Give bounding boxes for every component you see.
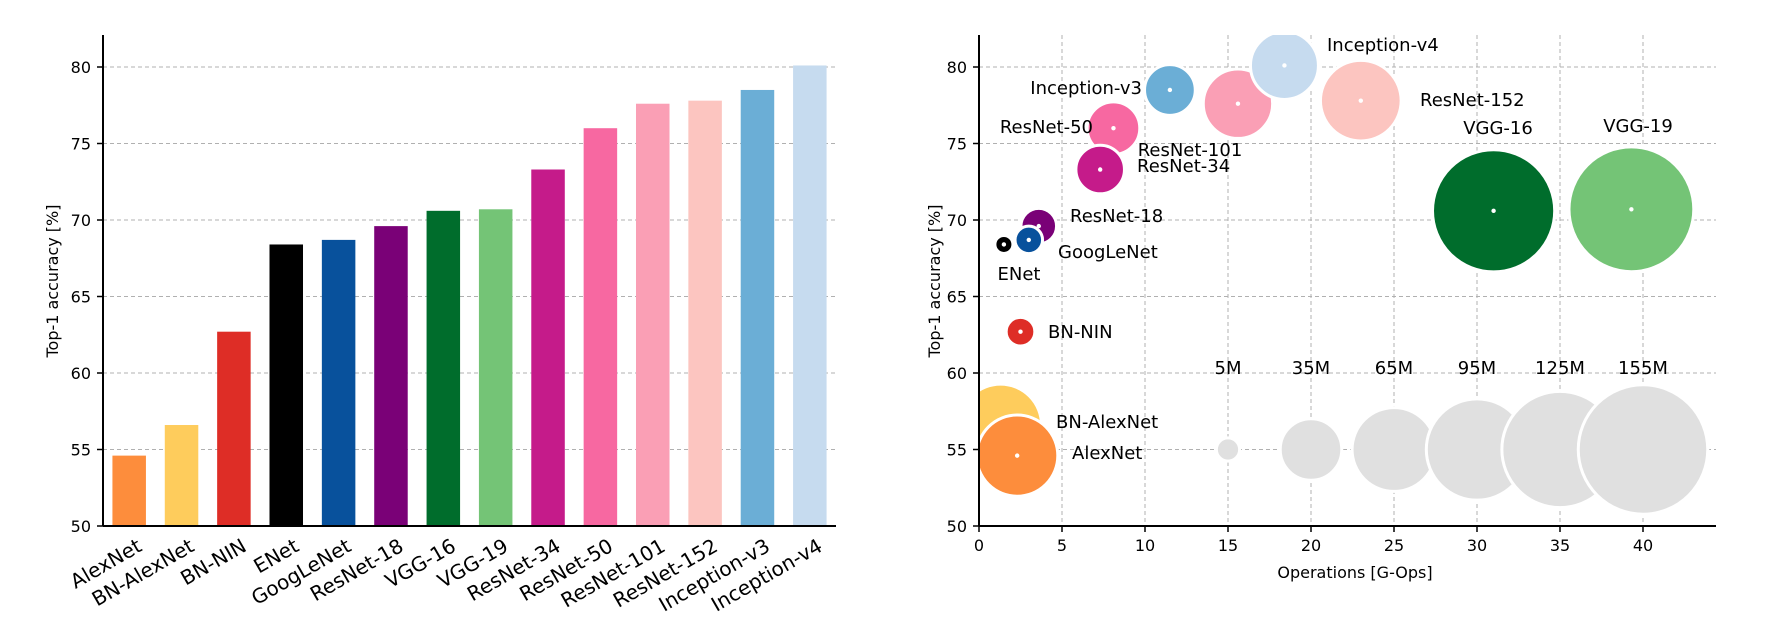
bar — [321, 239, 356, 526]
size-legend-bubble — [1576, 383, 1710, 516]
bubble-label: Inception-v3 — [1030, 78, 1142, 99]
y-tick-label: 60 — [947, 364, 967, 383]
bar — [583, 128, 618, 526]
bar — [164, 425, 199, 526]
bubble-center-dot — [1235, 101, 1241, 106]
bubble-label: VGG-16 — [1463, 118, 1533, 139]
bubble-center-dot — [1036, 223, 1041, 229]
bubble-center-dot — [1001, 242, 1007, 247]
bubble-label: VGG-19 — [1603, 116, 1673, 137]
bubble-label: Inception-v4 — [1327, 35, 1439, 56]
bubble-center-dot — [1014, 453, 1020, 458]
y-tick-label: 55 — [71, 441, 91, 460]
bar — [740, 89, 775, 526]
bubble-center-dot — [1167, 87, 1173, 93]
bubble-center-dot — [1026, 237, 1032, 243]
size-legend-label: 35M — [1292, 358, 1330, 379]
bubble-center-dot — [1018, 329, 1023, 334]
bubble-label: ResNet-50 — [1000, 117, 1093, 138]
bar — [374, 226, 408, 526]
bar — [478, 209, 513, 527]
size-legend-bubble — [1350, 406, 1438, 493]
bubble-label: BN-NIN — [1048, 322, 1113, 343]
x-tick-label: 15 — [1218, 536, 1238, 555]
y-tick-label: 75 — [947, 135, 967, 154]
bar — [793, 65, 827, 526]
bubble-center-dot — [1097, 167, 1103, 172]
bubble-label: ENet — [998, 264, 1041, 285]
size-legend-label: 95M — [1458, 358, 1496, 379]
bubbles — [979, 35, 1710, 516]
x-tick-label: 40 — [1633, 536, 1653, 555]
bar — [217, 331, 251, 526]
size-legend-label: 65M — [1375, 358, 1413, 379]
bubble-center-dot — [1282, 63, 1287, 68]
y-tick-label: 55 — [947, 441, 967, 460]
bubble-center-dot — [1111, 126, 1116, 131]
y-tick-label: 80 — [947, 58, 967, 77]
bubble-label: GoogLeNet — [1058, 242, 1158, 263]
bar — [112, 455, 146, 526]
size-legend-bubble — [1278, 417, 1344, 482]
x-tick-label: 25 — [1384, 536, 1404, 555]
bubble-label: ResNet-152 — [1420, 90, 1525, 111]
x-axis-label: Operations [G-Ops] — [1277, 563, 1432, 582]
bubble-label: AlexNet — [1072, 443, 1142, 464]
x-tick-label: 20 — [1301, 536, 1321, 555]
y-tick-label: 65 — [947, 288, 967, 307]
size-legend-label: 5M — [1215, 358, 1242, 379]
size-legend-label: 125M — [1535, 358, 1585, 379]
x-tick-label: 35 — [1550, 536, 1570, 555]
bubble-label: ResNet-101 — [1138, 140, 1243, 161]
bar — [688, 100, 722, 526]
bar — [635, 103, 670, 526]
bubble-label: BN-AlexNet — [1056, 412, 1158, 433]
bubble-center-dot — [1358, 98, 1364, 103]
y-tick-label: 70 — [71, 211, 91, 230]
y-tick-label: 60 — [71, 364, 91, 383]
y-axis-label: Top-1 accuracy [%] — [925, 205, 944, 359]
y-tick-label: 80 — [71, 58, 91, 77]
bubble-center-dot — [1491, 208, 1496, 214]
x-tick-label: 30 — [1467, 536, 1487, 555]
bubble-chart: 5M 35M 65M 95M 125M 155M AlexNet BN-AlexNet BN-N… — [925, 35, 1716, 582]
bar — [426, 210, 461, 526]
size-legend-bubble — [1214, 436, 1242, 463]
bubble-label: ResNet-18 — [1070, 206, 1163, 227]
y-tick-label: 50 — [947, 517, 967, 536]
y-tick-label: 65 — [71, 288, 91, 307]
y-tick-label: 50 — [71, 517, 91, 536]
x-tick-label: 5 — [1057, 536, 1067, 555]
y-tick-label: 75 — [71, 135, 91, 154]
bubble-label: ResNet-34 — [1137, 156, 1230, 177]
y-axis-label: Top-1 accuracy [%] — [43, 205, 62, 359]
x-tick-label: 10 — [1135, 536, 1155, 555]
bubble-center-dot — [1629, 207, 1634, 212]
size-legend-label: 155M — [1618, 358, 1668, 379]
x-tick-label: 0 — [974, 536, 984, 555]
bar — [531, 169, 565, 526]
bar — [269, 244, 304, 527]
y-tick-label: 70 — [947, 211, 967, 230]
